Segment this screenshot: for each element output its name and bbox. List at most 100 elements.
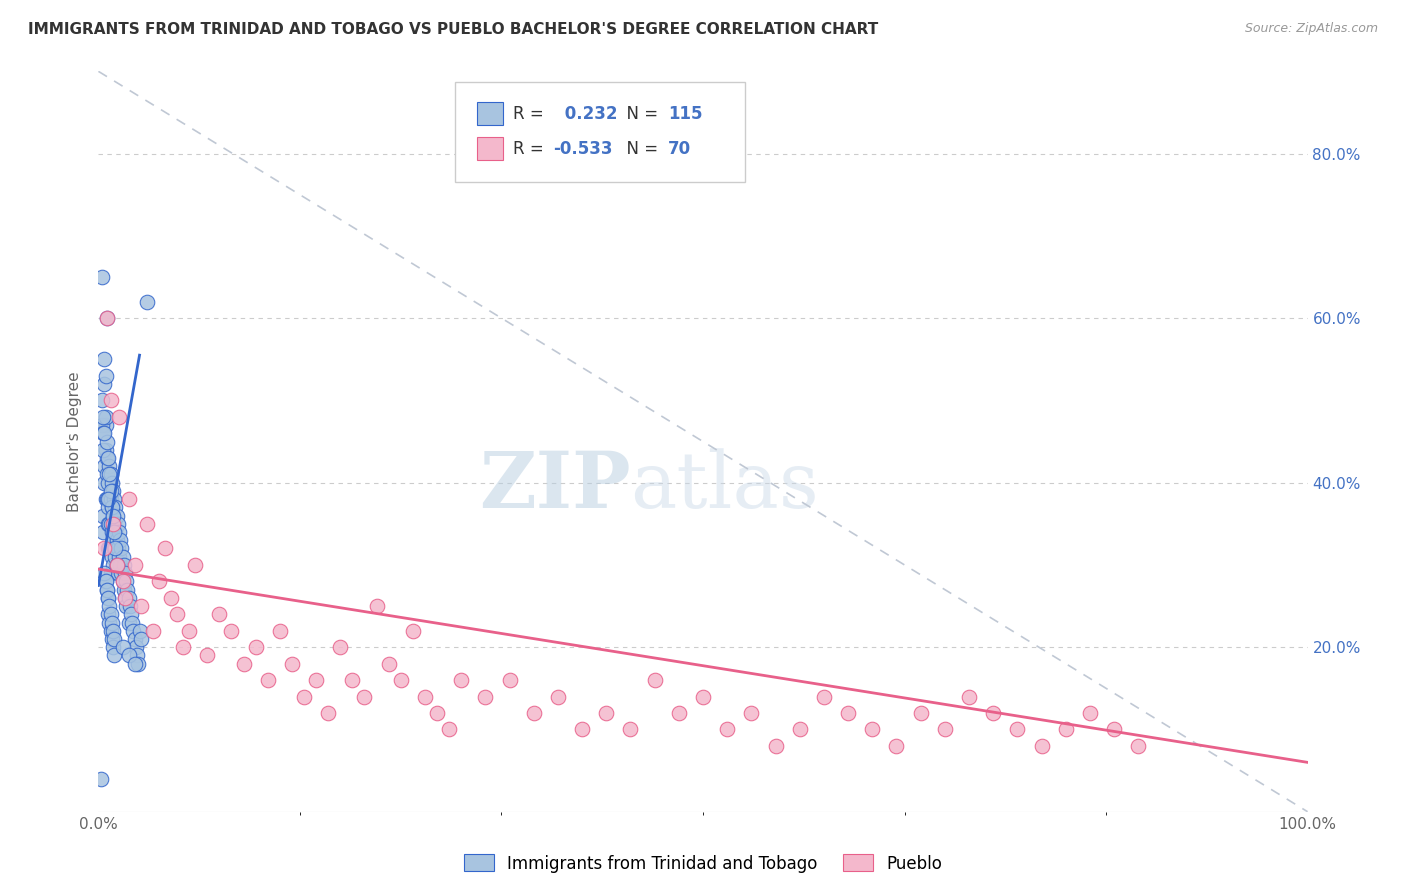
- Point: [98, 459, 121, 474]
- Point: [104, 524, 127, 539]
- Point: [112, 558, 135, 572]
- Point: [101, 508, 124, 523]
- Point: [110, 566, 132, 581]
- FancyBboxPatch shape: [477, 136, 503, 161]
- Point: [114, 591, 136, 605]
- Point: [103, 516, 125, 531]
- Point: [100, 492, 122, 507]
- Point: [135, 294, 157, 309]
- Point: [1007, 723, 1029, 737]
- Point: [692, 690, 714, 704]
- Legend: Immigrants from Trinidad and Tobago, Pueblo: Immigrants from Trinidad and Tobago, Pue…: [457, 847, 949, 880]
- FancyBboxPatch shape: [477, 102, 503, 126]
- Point: [98, 516, 121, 531]
- Point: [426, 706, 449, 720]
- Point: [107, 541, 129, 556]
- Point: [765, 739, 787, 753]
- Point: [91, 524, 114, 539]
- Point: [96, 311, 118, 326]
- Point: [256, 673, 278, 687]
- Point: [97, 541, 120, 556]
- Point: [100, 566, 122, 581]
- Point: [91, 270, 114, 285]
- Text: ZIP: ZIP: [479, 448, 630, 524]
- Point: [104, 541, 127, 556]
- Point: [740, 706, 762, 720]
- Point: [103, 524, 125, 539]
- Point: [91, 393, 114, 408]
- Point: [97, 591, 120, 605]
- Point: [100, 624, 122, 638]
- Point: [716, 723, 738, 737]
- Point: [94, 492, 117, 507]
- Point: [100, 467, 122, 482]
- Point: [281, 657, 304, 671]
- Point: [789, 723, 811, 737]
- Point: [103, 648, 125, 663]
- Point: [94, 442, 117, 457]
- Text: N =: N =: [616, 140, 664, 158]
- Point: [90, 772, 112, 786]
- Point: [474, 690, 496, 704]
- Point: [97, 516, 120, 531]
- Point: [292, 690, 315, 704]
- Point: [813, 690, 835, 704]
- Point: [97, 607, 120, 622]
- Point: [245, 640, 267, 655]
- Point: [97, 450, 120, 465]
- Point: [860, 723, 883, 737]
- Point: [118, 492, 141, 507]
- Point: [108, 409, 131, 424]
- Point: [111, 549, 134, 564]
- Point: [595, 706, 617, 720]
- Point: [101, 508, 124, 523]
- Point: [96, 582, 118, 597]
- Point: [120, 607, 142, 622]
- Point: [329, 640, 352, 655]
- Point: [98, 541, 121, 556]
- Point: [886, 739, 908, 753]
- Point: [100, 632, 122, 646]
- Point: [108, 533, 131, 548]
- Point: [118, 648, 141, 663]
- Point: [98, 467, 121, 482]
- Point: [127, 657, 149, 671]
- Point: [105, 558, 128, 572]
- Point: [96, 582, 118, 597]
- Point: [129, 632, 152, 646]
- Point: [148, 574, 170, 589]
- Point: [96, 450, 118, 465]
- Point: [104, 500, 127, 515]
- Point: [910, 706, 932, 720]
- Point: [184, 558, 207, 572]
- Point: [114, 591, 136, 605]
- Point: [101, 483, 124, 498]
- Point: [121, 615, 143, 630]
- Point: [100, 607, 122, 622]
- Point: [208, 607, 231, 622]
- Point: [93, 566, 115, 581]
- Point: [269, 624, 291, 638]
- Text: IMMIGRANTS FROM TRINIDAD AND TOBAGO VS PUEBLO BACHELOR'S DEGREE CORRELATION CHAR: IMMIGRANTS FROM TRINIDAD AND TOBAGO VS P…: [28, 22, 879, 37]
- Point: [402, 624, 425, 638]
- Point: [107, 566, 129, 581]
- Point: [100, 475, 122, 490]
- Point: [115, 599, 138, 613]
- Point: [96, 467, 118, 482]
- Point: [93, 352, 115, 367]
- Point: [179, 624, 201, 638]
- Text: -0.533: -0.533: [553, 140, 613, 158]
- Point: [112, 582, 135, 597]
- Text: Source: ZipAtlas.com: Source: ZipAtlas.com: [1244, 22, 1378, 36]
- Point: [498, 673, 520, 687]
- Point: [91, 442, 114, 457]
- Point: [111, 640, 134, 655]
- Point: [100, 483, 122, 498]
- Point: [124, 558, 146, 572]
- Point: [103, 492, 125, 507]
- Point: [101, 533, 124, 548]
- Point: [94, 418, 117, 433]
- Point: [547, 690, 569, 704]
- Point: [103, 632, 125, 646]
- Text: 115: 115: [668, 105, 703, 123]
